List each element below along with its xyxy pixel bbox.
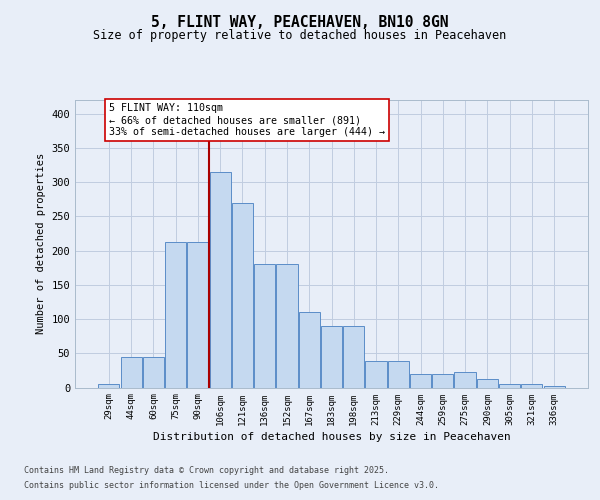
Bar bbox=[343, 326, 364, 388]
Text: 5 FLINT WAY: 110sqm
← 66% of detached houses are smaller (891)
33% of semi-detac: 5 FLINT WAY: 110sqm ← 66% of detached ho… bbox=[109, 104, 385, 136]
Bar bbox=[454, 372, 476, 388]
Text: Contains HM Land Registry data © Crown copyright and database right 2025.: Contains HM Land Registry data © Crown c… bbox=[24, 466, 389, 475]
Bar bbox=[254, 264, 275, 388]
Bar bbox=[187, 242, 209, 388]
Text: Contains public sector information licensed under the Open Government Licence v3: Contains public sector information licen… bbox=[24, 481, 439, 490]
Bar bbox=[521, 384, 542, 388]
Text: 5, FLINT WAY, PEACEHAVEN, BN10 8GN: 5, FLINT WAY, PEACEHAVEN, BN10 8GN bbox=[151, 15, 449, 30]
Bar bbox=[299, 312, 320, 388]
Bar bbox=[410, 374, 431, 388]
Bar bbox=[121, 358, 142, 388]
Bar bbox=[165, 242, 186, 388]
Bar bbox=[365, 362, 386, 388]
Text: Size of property relative to detached houses in Peacehaven: Size of property relative to detached ho… bbox=[94, 29, 506, 42]
Bar bbox=[143, 358, 164, 388]
Bar bbox=[209, 172, 231, 388]
Bar bbox=[544, 386, 565, 388]
Bar bbox=[432, 374, 454, 388]
Bar bbox=[98, 384, 119, 388]
Y-axis label: Number of detached properties: Number of detached properties bbox=[36, 153, 46, 334]
Bar bbox=[388, 362, 409, 388]
Bar bbox=[477, 380, 498, 388]
Bar bbox=[277, 264, 298, 388]
Bar bbox=[232, 202, 253, 388]
Bar bbox=[499, 384, 520, 388]
Bar bbox=[321, 326, 342, 388]
X-axis label: Distribution of detached houses by size in Peacehaven: Distribution of detached houses by size … bbox=[152, 432, 511, 442]
